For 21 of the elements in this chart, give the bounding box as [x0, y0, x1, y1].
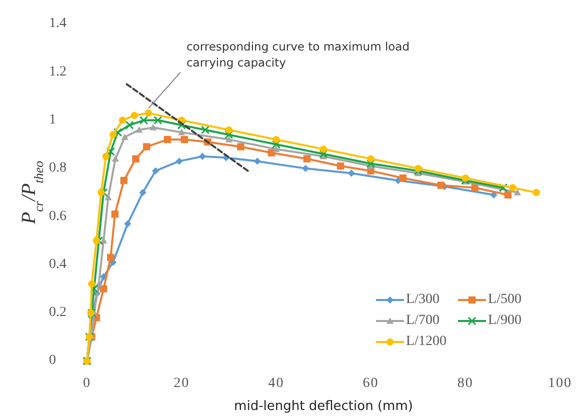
- y-tick-label: 1.4: [49, 16, 66, 32]
- legend-label: L/900: [488, 313, 522, 328]
- legend-label: L/500: [488, 292, 522, 308]
- y-tick-label: 0.8: [49, 160, 66, 176]
- y-tick-label: 0.2: [49, 305, 66, 320]
- x-tick-label: 20: [174, 376, 190, 391]
- x-axis-title: mid-lenght deflection (mm): [234, 399, 413, 414]
- y-tick-label: 0.6: [49, 208, 66, 224]
- annotation: corresponding curve to maximum load carrying capacity: [186, 39, 410, 70]
- y-tick-label: 1: [49, 112, 56, 128]
- x-tick-label: 100: [548, 376, 572, 391]
- y-tick-label: 0.4: [49, 256, 66, 272]
- legend-label: L/1200: [406, 334, 446, 350]
- x-tick-label: 0: [83, 376, 91, 391]
- y-tick-label: 0: [49, 353, 56, 368]
- legend-label: L/700: [406, 313, 440, 328]
- y-tick-label: 1.2: [49, 64, 66, 80]
- legend-label: L/300: [406, 292, 440, 308]
- x-tick-label: 40: [268, 376, 284, 391]
- x-tick-label: 60: [362, 376, 379, 391]
- x-tick-label: 80: [457, 376, 474, 391]
